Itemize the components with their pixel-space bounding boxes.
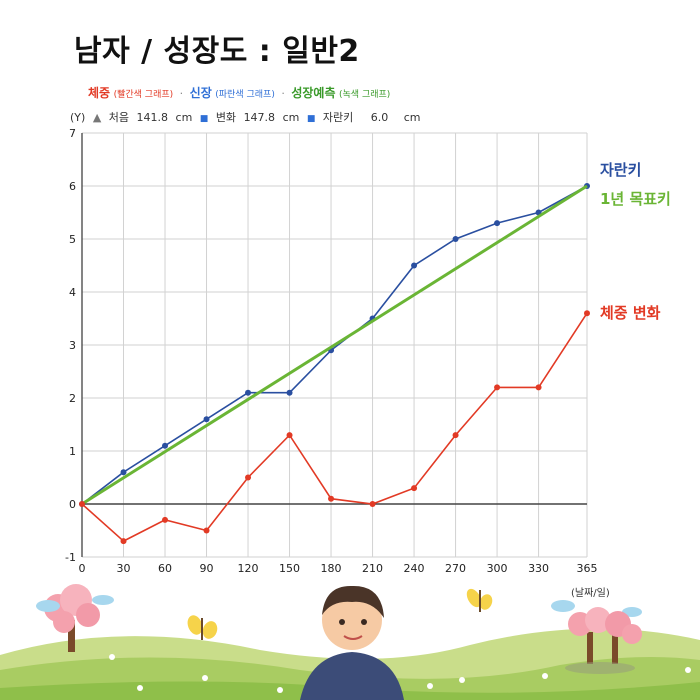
tree-right-icon	[565, 607, 642, 674]
y-tick-label: 7	[69, 127, 76, 140]
data-point	[286, 389, 293, 396]
y-tick-label: 6	[69, 180, 76, 193]
square-bullet-icon: ■	[306, 114, 316, 124]
data-point	[203, 416, 210, 423]
change-value: 147.8	[243, 111, 276, 124]
data-point	[328, 495, 335, 502]
x-tick-label: 210	[362, 562, 383, 575]
x-tick-label: 365	[577, 562, 598, 575]
data-point	[120, 538, 127, 545]
data-point	[203, 527, 210, 534]
data-point	[535, 384, 542, 391]
data-point	[286, 432, 293, 439]
data-point	[245, 389, 252, 396]
x-tick-label: 0	[79, 562, 86, 575]
series-end-label: 체중 변화	[600, 304, 661, 322]
x-tick-label: 120	[238, 562, 259, 575]
legend-height-label: 신장	[189, 86, 212, 100]
grow-label: 자란키	[322, 111, 354, 124]
data-point	[120, 469, 127, 476]
series-line	[81, 184, 588, 506]
x-tick-label: 60	[158, 562, 172, 575]
x-tick-label: 150	[279, 562, 300, 575]
data-point	[369, 501, 376, 507]
boy-illustration	[300, 585, 404, 700]
axis-unit-label: (Y)	[70, 111, 86, 124]
legend-separator: ·	[281, 87, 285, 100]
start-unit: cm	[175, 111, 193, 124]
grow-value: 6.0	[370, 111, 389, 124]
x-tick-label: 90	[200, 562, 214, 575]
legend-forecast-note: (녹색 그래프)	[339, 90, 391, 100]
data-point	[162, 442, 169, 449]
square-bullet-icon: ■	[199, 114, 209, 124]
series-end-label: 자란키	[600, 161, 641, 179]
data-point	[584, 310, 590, 317]
data-point	[494, 220, 501, 227]
y-tick-label: 1	[69, 445, 76, 458]
y-tick-label: -1	[65, 551, 76, 564]
butterfly-icon	[187, 588, 493, 640]
series-end-label: 1년 목표키	[600, 190, 671, 208]
data-point	[79, 501, 85, 507]
x-tick-label: 270	[445, 562, 466, 575]
start-label: 처음	[108, 111, 130, 124]
grow-unit: cm	[403, 111, 421, 124]
legend-weight-note: (빨간색 그래프)	[113, 90, 174, 100]
legend-height-note: (파란색 그래프)	[215, 90, 275, 100]
x-tick-label: 30	[117, 562, 131, 575]
data-point	[452, 236, 459, 242]
data-point	[245, 474, 252, 481]
y-tick-label: 4	[69, 286, 76, 299]
legend-separator: ·	[179, 87, 184, 100]
data-point	[494, 384, 501, 391]
y-tick-label: 0	[69, 498, 76, 511]
y-tick-label: 5	[69, 233, 76, 246]
decorative-scene	[0, 584, 700, 700]
start-value: 141.8	[136, 111, 169, 124]
x-tick-label: 240	[404, 562, 425, 575]
data-point	[411, 485, 418, 492]
flower-icons	[109, 654, 691, 693]
x-axis-unit-label: (날짜/일)	[571, 588, 610, 599]
y-tick-label: 3	[69, 339, 76, 352]
chart-legend: 체중 (빨간색 그래프) · 신장 (파란색 그래프) · 성장예측 (녹색 그…	[88, 84, 390, 101]
x-tick-label: 330	[528, 562, 549, 575]
data-point	[411, 262, 418, 269]
cloud-icon	[36, 595, 642, 617]
legend-forecast-label: 성장예측	[291, 86, 336, 100]
page-title: 남자 / 성장도 : 일반2	[74, 34, 360, 69]
up-arrow-icon: ▲	[92, 111, 102, 124]
change-unit: cm	[282, 111, 300, 124]
data-point	[162, 516, 169, 523]
legend-weight-label: 체중	[88, 86, 111, 100]
height-info-bar: (Y) ▲ 처음 141.8 cm ■ 변화 147.8 cm ■ 자란키 6.…	[70, 109, 424, 125]
y-tick-label: 2	[69, 392, 76, 405]
x-tick-label: 300	[487, 562, 508, 575]
data-point	[452, 432, 459, 439]
change-label: 변화	[215, 111, 237, 124]
x-tick-label: 180	[321, 562, 342, 575]
